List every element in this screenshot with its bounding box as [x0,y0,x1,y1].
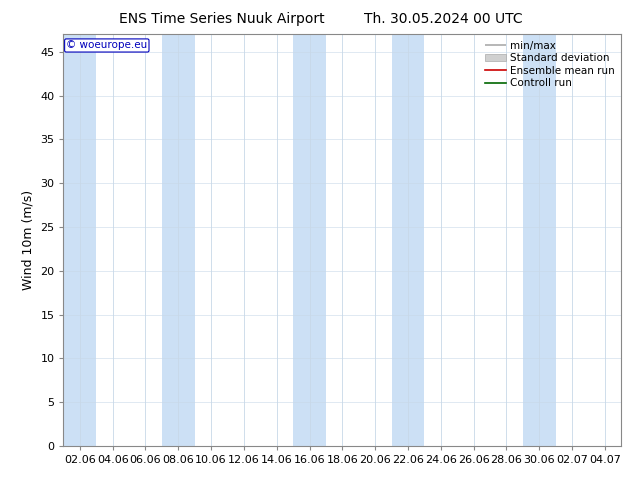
Text: © woeurope.eu: © woeurope.eu [66,41,148,50]
Text: ENS Time Series Nuuk Airport: ENS Time Series Nuuk Airport [119,12,325,26]
Bar [63,34,96,446]
Bar [392,34,424,446]
Text: Th. 30.05.2024 00 UTC: Th. 30.05.2024 00 UTC [365,12,523,26]
Y-axis label: Wind 10m (m/s): Wind 10m (m/s) [22,190,35,290]
Bar [523,34,555,446]
Legend: min/max, Standard deviation, Ensemble mean run, Controll run: min/max, Standard deviation, Ensemble me… [482,37,618,92]
Bar [293,34,326,446]
Bar [162,34,195,446]
